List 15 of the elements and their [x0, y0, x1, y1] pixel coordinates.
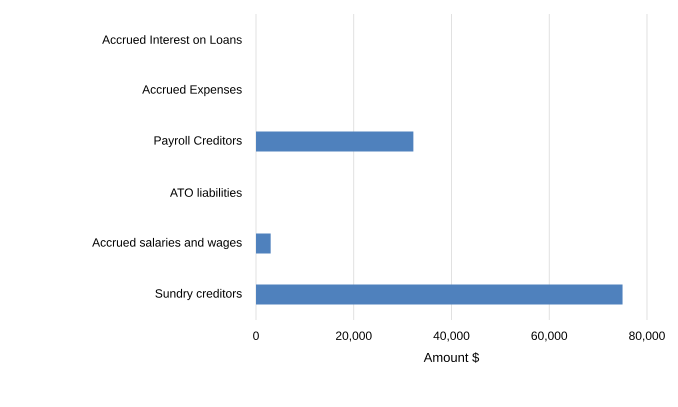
x-tick-label: 80,000: [629, 332, 665, 342]
y-tick-label: Accrued Interest on Loans: [102, 35, 242, 44]
x-tick-label: 0: [253, 332, 259, 340]
y-tick-label: ATO liabilities: [170, 188, 242, 197]
y-tick-label: Payroll Creditors: [154, 136, 242, 148]
x-tick-label: 60,000: [532, 332, 568, 342]
y-tick-label: Accrued Expenses: [142, 84, 242, 96]
y-tick-label: Sundry creditors: [155, 288, 242, 300]
bar: [256, 233, 271, 254]
x-axis-title: Amount $: [424, 352, 480, 363]
bar: [256, 132, 414, 152]
x-tick-label: 20,000: [336, 332, 372, 342]
y-tick-label: Accrued salaries and wages: [92, 238, 242, 250]
bar: [256, 284, 623, 304]
x-tick-label: 40,000: [433, 332, 470, 342]
